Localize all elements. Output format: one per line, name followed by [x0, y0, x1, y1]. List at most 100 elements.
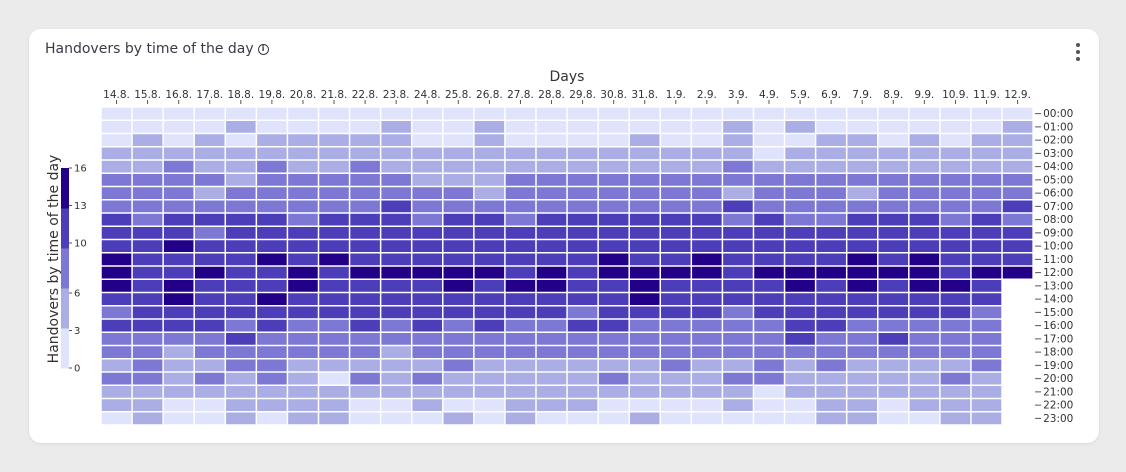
heatmap-cell [101, 399, 132, 411]
heatmap-cell [194, 333, 225, 345]
heatmap-cell [226, 253, 256, 266]
heatmap-cell [940, 346, 971, 358]
heatmap-cell [505, 346, 536, 358]
y-tick-label: 16:00 [1043, 320, 1073, 332]
heatmap-cell [661, 412, 691, 425]
heatmap-cell [257, 160, 287, 173]
heatmap-cell [381, 187, 411, 199]
heatmap-cell [816, 213, 846, 226]
heatmap-cell [474, 187, 505, 199]
heatmap-cell [629, 187, 660, 199]
heatmap-cell [567, 266, 598, 279]
heatmap-cell [163, 227, 194, 239]
heatmap-cell [257, 147, 287, 160]
heatmap-cell [909, 121, 940, 133]
heatmap-cell [878, 412, 909, 425]
heatmap-cell [132, 253, 163, 266]
more-vertical-icon[interactable] [1073, 42, 1083, 62]
y-tick-label: 13:00 [1043, 280, 1073, 292]
heatmap-cell [909, 107, 940, 120]
heatmap-cell [847, 412, 877, 425]
heatmap-cell [350, 319, 380, 332]
heatmap-cell [754, 134, 784, 146]
heatmap-cell [1002, 253, 1033, 266]
heatmap-cell [194, 386, 225, 398]
heatmap-cell [971, 134, 1002, 146]
heatmap-cell [319, 253, 349, 266]
heatmap-cell [971, 174, 1002, 186]
heatmap-cell [1002, 200, 1033, 213]
heatmap-cell [474, 346, 505, 358]
heatmap-cell [629, 227, 660, 239]
heatmap-cell [257, 319, 287, 332]
y-tick-label: 21:00 [1043, 386, 1073, 398]
heatmap-cell [443, 359, 474, 372]
heatmap-cell [567, 174, 598, 186]
heatmap-cell [319, 121, 349, 133]
heatmap-cell [598, 227, 629, 239]
heatmap-cell [257, 412, 287, 425]
heatmap-cell [381, 319, 411, 332]
heatmap-cell [971, 372, 1002, 385]
heatmap-cell [816, 306, 846, 319]
heatmap-cell [536, 399, 567, 411]
heatmap-cell [909, 134, 940, 146]
heatmap-cell [723, 412, 753, 425]
heatmap-cell [754, 107, 784, 120]
heatmap-cell [381, 293, 411, 305]
heatmap-cell [754, 174, 784, 186]
heatmap-cell [692, 280, 722, 292]
heatmap-cell [598, 386, 629, 398]
heatmap-cell [598, 121, 629, 133]
heatmap-cell [909, 147, 940, 160]
heatmap-cell [288, 147, 318, 160]
heatmap-cell [226, 121, 256, 133]
heatmap-cell [536, 372, 567, 385]
heatmap-cell [598, 200, 629, 213]
heatmap-cell [132, 346, 163, 358]
heatmap-cell [940, 134, 971, 146]
x-tick-label: 24.8. [414, 89, 441, 101]
heatmap-cell [132, 174, 163, 186]
y-tick-label: 03:00 [1043, 148, 1073, 160]
info-icon[interactable]: i [257, 43, 269, 55]
heatmap-cell [288, 240, 318, 252]
heatmap-cell [878, 386, 909, 398]
heatmap-cell [940, 240, 971, 252]
x-tick-label: 3.9. [728, 89, 748, 101]
heatmap-cell [132, 306, 163, 319]
heatmap-cell [505, 160, 536, 173]
heatmap-cell [692, 333, 722, 345]
heatmap-cell [692, 160, 722, 173]
heatmap-cell [288, 266, 318, 279]
heatmap-cell [629, 174, 660, 186]
heatmap-cell [163, 253, 194, 266]
heatmap-cell [567, 227, 598, 239]
x-tick-label: 23.8. [383, 89, 410, 101]
heatmap-cell [847, 372, 877, 385]
heatmap-cell [971, 253, 1002, 266]
heatmap-cell [505, 333, 536, 345]
heatmap-cell [878, 121, 909, 133]
heatmap-cell [785, 134, 815, 146]
heatmap-cell [319, 134, 349, 146]
heatmap-cell [971, 399, 1002, 411]
heatmap-cell [412, 306, 443, 319]
heatmap-cell [226, 266, 256, 279]
heatmap-cell [567, 333, 598, 345]
heatmap-cell [163, 107, 194, 120]
heatmap-cell [101, 306, 132, 319]
heatmap-cell [816, 107, 846, 120]
heatmap-cell [847, 240, 877, 252]
heatmap-cell [474, 174, 505, 186]
heatmap-cell [474, 147, 505, 160]
heatmap-cell [692, 306, 722, 319]
heatmap-cell [163, 359, 194, 372]
heatmap-cell [878, 253, 909, 266]
heatmap-cell [101, 333, 132, 345]
heatmap-cell [101, 359, 132, 372]
heatmap-cell [226, 346, 256, 358]
y-tick-label: 05:00 [1043, 174, 1073, 186]
heatmap-cell [723, 280, 753, 292]
heatmap-cell [598, 306, 629, 319]
